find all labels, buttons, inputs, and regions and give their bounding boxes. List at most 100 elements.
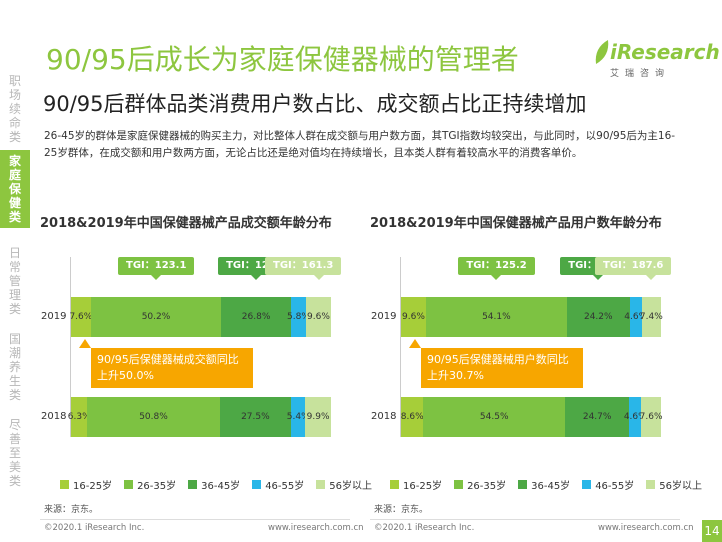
- page-title: 90/95后成长为家庭保健器械的管理者: [46, 43, 519, 76]
- sidebar-char: 管: [8, 274, 21, 288]
- sidebar-char: 庭: [8, 168, 21, 182]
- row-label: 2018: [41, 411, 67, 422]
- tgi-badge: TGI：123.1: [118, 257, 195, 275]
- sidebar-char: 理: [8, 288, 21, 302]
- sidebar-char: 类: [8, 302, 21, 316]
- page-subtitle: 90/95后群体品类消费用户数占比、成交额占比正持续增加: [43, 92, 587, 116]
- footer-copyright: ©2020.1 iResearch Inc.: [374, 523, 475, 533]
- bar-segment: 6.3%: [68, 397, 91, 437]
- sidebar-item-beauty[interactable]: 尽善至美类: [0, 418, 30, 488]
- logo-leaf-icon: [595, 40, 609, 64]
- legend-label: 56岁以上: [659, 481, 702, 492]
- tgi-badge: TGI：161.3: [265, 257, 342, 275]
- logo-text: iResearch: [610, 40, 720, 64]
- legend-label: 46-55岁: [265, 481, 305, 492]
- callout-pointer: [409, 339, 421, 348]
- sidebar-char: 潮: [8, 346, 21, 360]
- sidebar-item-family-health[interactable]: 家庭保健类: [0, 150, 30, 228]
- legend-swatch: [316, 480, 326, 489]
- tgi-badge-pointer: [491, 275, 502, 280]
- bar-segment: 50.2%: [90, 297, 222, 337]
- logo-subtext: 艾瑞咨询: [610, 69, 671, 79]
- bar-segment: 5.8%: [287, 297, 310, 337]
- footer-website: www.iresearch.com.cn: [598, 523, 694, 533]
- bar-segment: 24.7%: [565, 397, 630, 437]
- chart-title: 2018&2019年中国保健器械产品用户数年龄分布: [370, 216, 662, 231]
- tgi-badge-pointer: [251, 275, 262, 280]
- chart-transaction-age-distribution: 2018&2019年中国保健器械产品成交额年龄分布 TGI：123.1 TGI：12…: [40, 212, 372, 515]
- bar-segment: 7.4%: [640, 297, 663, 337]
- tgi-badge-pointer: [313, 275, 324, 280]
- chart-plot-area: TGI：125.2TGI：101.2TGI：187.620199.6%54.1%…: [371, 257, 672, 437]
- stacked-bar-row: 8.6% 54.5% 24.7% 4.6% 7.6%: [401, 397, 663, 437]
- footer-copyright: ©2020.1 iResearch Inc.: [44, 523, 145, 533]
- bar-segment: 27.5%: [219, 397, 292, 437]
- legend-item: 36-45岁: [188, 477, 240, 492]
- sidebar-item-career[interactable]: 职场续命类: [0, 74, 30, 144]
- row-label: 2019: [41, 311, 67, 322]
- legend-item: 46-55岁: [252, 477, 304, 492]
- legend-label: 16-25岁: [73, 481, 113, 492]
- row-label: 2018: [371, 411, 397, 422]
- bar-segment: 9.9%: [305, 397, 331, 437]
- page-number: 14: [702, 520, 722, 542]
- sidebar-char: 日: [8, 246, 21, 260]
- bar-segment: 5.4%: [287, 397, 310, 437]
- sidebar-char: 保: [8, 182, 21, 196]
- legend-item: 26-35岁: [124, 477, 176, 492]
- legend-swatch: [188, 480, 198, 489]
- legend-item: 56岁以上: [316, 477, 372, 492]
- tgi-badge-pointer: [646, 275, 657, 280]
- footer-divider: [40, 519, 350, 520]
- stacked-bar-row: 7.6% 50.2% 26.8% 5.8% 9.6%: [69, 297, 331, 337]
- legend-swatch: [582, 480, 592, 489]
- chart-plot-area: TGI：123.1 TGI：128.3 TGI：161.3 2019 7.6% 50.2%…: [41, 257, 342, 437]
- iresearch-logo: iResearch 艾瑞咨询: [592, 38, 720, 82]
- sidebar-char: 类: [8, 130, 21, 144]
- chart-users-age-distribution: 2018&2019年中国保健器械产品用户数年龄分布 TGI：125.2TGI：10…: [370, 212, 702, 515]
- sidebar-char: 善: [8, 432, 21, 446]
- chart-source: 来源：京东。: [44, 505, 99, 515]
- sidebar-item-guochao-wellness[interactable]: 国潮养生类: [0, 332, 30, 402]
- legend-label: 46-55岁: [595, 481, 635, 492]
- legend-swatch: [60, 480, 69, 489]
- chart-title: 2018&2019年中国保健器械产品成交额年龄分布: [40, 216, 332, 231]
- sidebar-char: 类: [8, 474, 21, 488]
- sidebar-char: 健: [8, 196, 21, 210]
- page-description: 26-45岁的群体是家庭保健器械的购买主力，对比整体人群在成交额与用户数方面，其…: [44, 130, 676, 159]
- stacked-bar-row: 6.3% 50.8% 27.5% 5.4% 9.9%: [68, 397, 331, 437]
- legend-label: 26-35岁: [467, 481, 507, 492]
- tgi-badge-pointer: [593, 275, 604, 280]
- sidebar-char: 类: [8, 210, 21, 224]
- sidebar-char: 尽: [8, 418, 21, 432]
- sidebar-item-daily-management[interactable]: 日常管理类: [0, 246, 30, 316]
- sidebar-char: 续: [8, 102, 21, 116]
- legend-item: 16-25岁: [390, 477, 442, 492]
- sidebar-char: 美: [8, 460, 21, 474]
- bar-segment: 8.6%: [401, 397, 424, 437]
- stacked-bar-row: 9.6% 54.1% 24.2% 4.6% 7.4%: [401, 297, 663, 337]
- sidebar-char: 养: [8, 360, 21, 374]
- legend-swatch: [518, 480, 528, 489]
- legend-item: 26-35岁: [454, 477, 506, 492]
- legend-item: 46-55岁: [582, 477, 634, 492]
- legend-label: 16-25岁: [403, 481, 443, 492]
- bar-segment: 7.6%: [69, 297, 92, 337]
- legend-item: 16-25岁: [60, 477, 112, 492]
- sidebar-nav: 职场续命类 家庭保健类 日常管理类 国潮养生类 尽善至美类: [0, 0, 30, 542]
- sidebar-char: 职: [8, 74, 21, 88]
- growth-callout: 90/95后保健器械用户数同比上升30.7%: [421, 348, 583, 388]
- bar-segment: 54.1%: [425, 297, 567, 337]
- sidebar-char: 国: [8, 332, 21, 346]
- sidebar-char: 场: [8, 88, 21, 102]
- legend-swatch: [454, 480, 464, 489]
- legend-swatch: [390, 480, 399, 489]
- tgi-badge: TGI：187.6: [595, 257, 672, 275]
- callout-pointer: [79, 339, 91, 348]
- bar-segment: 26.8%: [221, 297, 291, 337]
- sidebar-char: 生: [8, 374, 21, 388]
- legend-swatch: [252, 480, 262, 489]
- legend-item: 36-45岁: [518, 477, 570, 492]
- chart-source: 来源：京东。: [374, 505, 429, 515]
- legend-label: 56岁以上: [329, 481, 372, 492]
